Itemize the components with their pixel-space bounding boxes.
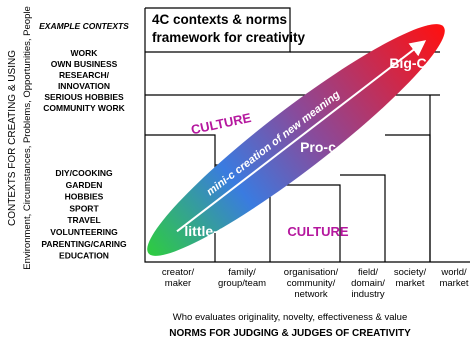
example-context: EDUCATION: [59, 251, 109, 261]
x-category: group/team: [218, 278, 266, 289]
example-context: OWN BUSINESS: [51, 59, 118, 69]
example-context: INNOVATION: [58, 81, 110, 91]
example-context: TRAVEL: [67, 215, 100, 225]
x-category: market: [439, 278, 468, 289]
arrow: [176, 40, 427, 233]
culture-label: CULTURE: [190, 110, 253, 137]
x-category: industry: [351, 289, 385, 300]
example-context: WORK: [71, 48, 99, 58]
example-context: GARDEN: [66, 180, 103, 190]
examples-heading: EXAMPLE CONTEXTS: [39, 21, 129, 31]
example-context: PARENTING/CARING: [41, 239, 127, 249]
y-axis-label: CONTEXTS FOR CREATING & USING: [7, 50, 18, 226]
big-c-label: Big-C: [389, 55, 426, 71]
example-context: HOBBIES: [65, 192, 104, 202]
x-axis-sublabel: Who evaluates originality, novelty, effe…: [173, 312, 407, 323]
little-c-label: little-c: [184, 223, 225, 239]
x-category: domain/: [351, 278, 385, 289]
example-context: SERIOUS HOBBIES: [44, 92, 124, 102]
example-context: VOLUNTEERING: [50, 227, 118, 237]
x-axis-label: NORMS FOR JUDGING & JUDGES OF CREATIVITY: [169, 328, 411, 339]
x-category: field/: [358, 267, 378, 278]
x-category: network: [294, 289, 328, 300]
x-category: community/: [287, 278, 336, 289]
example-context: SPORT: [69, 203, 99, 213]
x-category: society/: [394, 267, 427, 278]
example-context: COMMUNITY WORK: [43, 103, 125, 113]
x-category: creator/: [162, 267, 195, 278]
example-context: RESEARCH/: [59, 70, 110, 80]
example-context: DIY/COOKING: [55, 168, 113, 178]
title: 4C contexts & norms: [152, 12, 287, 27]
x-category: market: [395, 278, 424, 289]
x-category: organisation/: [284, 267, 339, 278]
x-categories: creator/maker family/group/team organisati…: [162, 267, 469, 300]
title: framework for creativity: [152, 30, 306, 45]
x-category: world/: [440, 267, 467, 278]
y-axis-sublabel: Environment, Circumstances, Problems, Op…: [22, 6, 33, 269]
culture-label: CULTURE: [287, 224, 348, 239]
pro-c-label: Pro-c: [300, 139, 336, 155]
x-category: maker: [165, 278, 191, 289]
x-category: family/: [228, 267, 256, 278]
